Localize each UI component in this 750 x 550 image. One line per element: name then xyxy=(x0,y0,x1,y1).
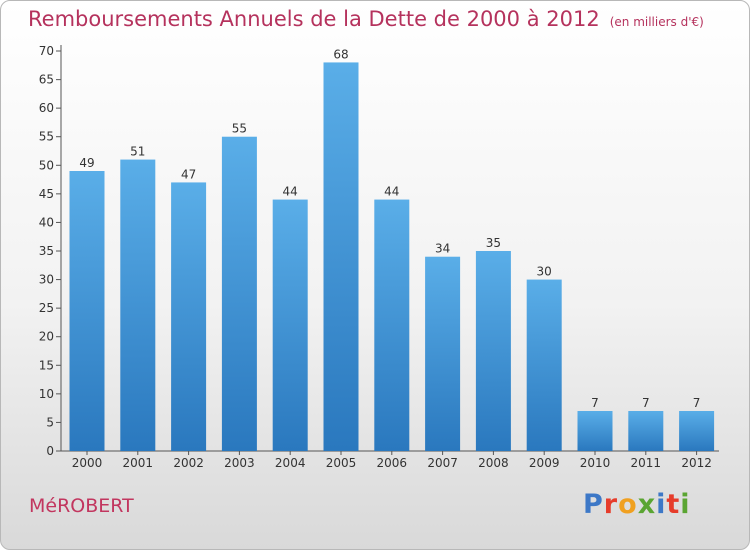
x-tick-label: 2005 xyxy=(326,456,357,470)
x-tick-label: 2012 xyxy=(681,456,712,470)
x-tick-label: 2001 xyxy=(123,456,154,470)
y-tick-label: 5 xyxy=(46,415,54,429)
bar-value-label: 7 xyxy=(591,396,599,410)
y-tick-label: 55 xyxy=(39,130,54,144)
bar-2008 xyxy=(475,251,511,451)
bar-value-label: 34 xyxy=(435,242,450,256)
y-tick-label: 45 xyxy=(39,187,54,201)
logo-letter: r xyxy=(603,489,619,520)
x-tick-label: 2004 xyxy=(275,456,306,470)
bar-value-label: 47 xyxy=(181,167,196,181)
commune-name: MéROBERT xyxy=(29,495,134,517)
x-tick-label: 2007 xyxy=(427,456,458,470)
y-tick-label: 65 xyxy=(39,73,54,87)
x-axis-labels: 2000 2001 2002 2003 2004 2005 2006 2007 2008 2009… xyxy=(72,451,712,470)
logo-letter: i xyxy=(680,489,691,520)
logo-letter: o xyxy=(618,489,638,520)
y-axis: 0 5 10 15 20 25 30 35 40 45 50 55 60 65 70 xyxy=(39,44,719,458)
y-tick-label: 0 xyxy=(46,444,54,458)
bar-2011 xyxy=(628,411,664,451)
chart-subtitle: (en milliers d'€) xyxy=(609,15,704,29)
y-tick-label: 20 xyxy=(39,330,54,344)
logo-letter: i xyxy=(656,489,667,520)
x-tick-label: 2011 xyxy=(631,456,662,470)
bar-2004 xyxy=(272,199,308,451)
bar-value-label: 49 xyxy=(79,156,94,170)
x-tick-label: 2003 xyxy=(224,456,255,470)
y-tick-label: 35 xyxy=(39,244,54,258)
y-tick-label: 70 xyxy=(39,44,54,58)
bar-value-label: 35 xyxy=(486,236,501,250)
logo-letter: x xyxy=(637,489,657,520)
bar-value-label: 7 xyxy=(642,396,650,410)
x-tick-label: 2008 xyxy=(478,456,509,470)
logo-letter: P xyxy=(583,489,604,520)
y-tick-label: 15 xyxy=(39,358,54,372)
y-tick-label: 25 xyxy=(39,301,54,315)
bar-2005 xyxy=(323,62,359,452)
chart-title-text: Remboursements Annuels de la Dette de 20… xyxy=(28,7,600,31)
logo-letter: t xyxy=(666,489,681,520)
y-tick-label: 60 xyxy=(39,101,54,115)
x-tick-label: 2006 xyxy=(377,456,408,470)
bars-group: 49 51 47 55 44 68 44 34 35 30 7 7 7 xyxy=(69,47,715,452)
x-tick-label: 2009 xyxy=(529,456,560,470)
y-tick-label: 40 xyxy=(39,215,54,229)
x-tick-label: 2010 xyxy=(580,456,611,470)
bar-2003 xyxy=(221,136,257,451)
chart-title: Remboursements Annuels de la Dette de 20… xyxy=(28,7,704,31)
bar-2000 xyxy=(69,171,105,451)
y-tick-label: 50 xyxy=(39,158,54,172)
bar-value-label: 68 xyxy=(333,47,348,61)
bar-2009 xyxy=(526,279,562,451)
x-tick-label: 2002 xyxy=(173,456,204,470)
proxiti-logo: Proxiti xyxy=(583,489,691,520)
bar-value-label: 44 xyxy=(283,185,298,199)
bar-value-label: 44 xyxy=(384,185,399,199)
bar-2001 xyxy=(120,159,156,452)
bar-2012 xyxy=(679,411,715,451)
y-tick-label: 10 xyxy=(39,387,54,401)
bar-2006 xyxy=(374,199,410,451)
y-tick-label: 30 xyxy=(39,273,54,287)
bar-value-label: 7 xyxy=(693,396,701,410)
x-tick-label: 2000 xyxy=(72,456,103,470)
bar-value-label: 55 xyxy=(232,122,247,136)
bar-2002 xyxy=(171,182,207,451)
bar-value-label: 30 xyxy=(537,265,552,279)
bar-2007 xyxy=(425,256,461,451)
bar-value-label: 51 xyxy=(130,145,145,159)
bar-2010 xyxy=(577,411,613,451)
